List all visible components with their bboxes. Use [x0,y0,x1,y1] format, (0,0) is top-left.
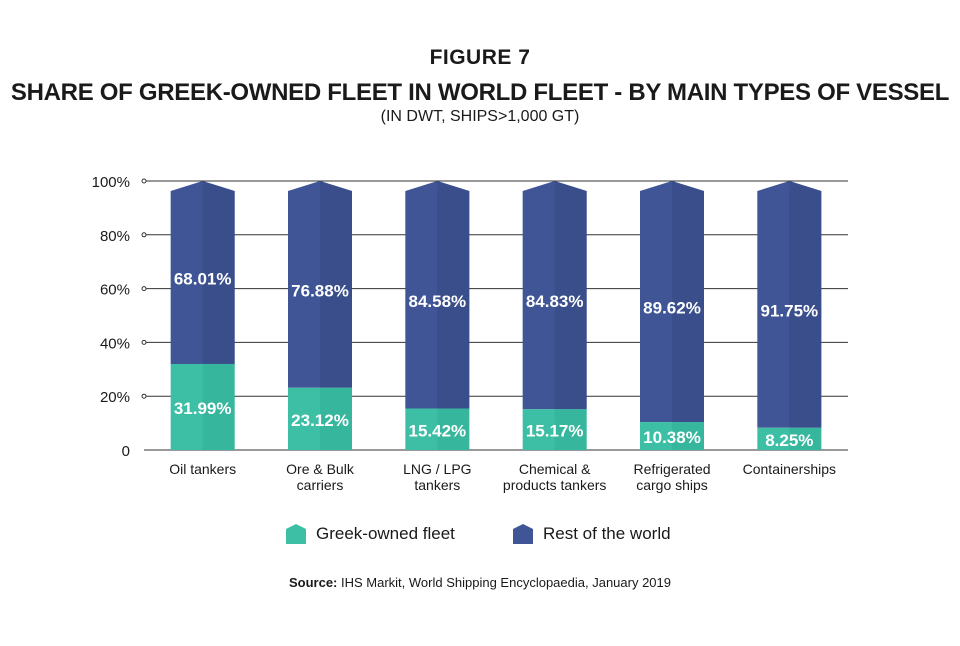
bar-greek-shade [554,409,587,450]
x-category-label: cargo ships [636,477,708,493]
legend-swatch-rest [513,524,533,544]
bar-greek [405,408,470,450]
source-note: Source: IHS Markit, World Shipping Encyc… [0,575,960,590]
x-category-label: products tankers [503,477,607,493]
legend: Greek-owned fleet Rest of the world [0,524,960,554]
bar-greek [288,387,352,450]
data-label-greek: 15.42% [408,421,466,440]
tick-marker [141,232,147,238]
legend-item-rest: Rest of the world [513,524,671,544]
x-category-label: Refrigerated [633,461,710,477]
figure-label: FIGURE 7 [429,46,531,69]
source-prefix: Source: [288,575,338,590]
tick-marker [141,339,147,345]
x-category-label: Containerships [743,461,836,477]
source-text: IHS Markit, World Shipping Encyclopaedia… [337,575,671,590]
y-tick-label: 60% [100,282,130,299]
bar-rest-shade [672,181,704,423]
y-tick-label: 80% [100,228,130,245]
bar-rest-shade [320,181,352,388]
bar-greek-shade [320,387,352,450]
y-tick-label: 0 [122,443,130,460]
x-category-label: tankers [414,477,460,493]
data-label-rest: 68.01% [174,269,232,288]
bar-rest-shade [554,181,587,410]
stacked-bar-chart: 0 20% 40% 60% 80% 100% 31.99% 68.01% Oil tankers… [92,174,848,493]
tick-marker [141,393,147,399]
x-category-label: LNG / LPG [403,461,471,477]
legend-label-rest: Rest of the world [543,524,671,543]
bar-greek-shade [672,422,704,450]
x-category-label: Oil tankers [169,461,236,477]
data-label-rest: 76.88% [291,281,349,300]
data-label-rest: 91.75% [760,301,818,320]
legend-label-greek: Greek-owned fleet [316,524,455,543]
tick-marker [141,286,147,292]
data-label-greek: 10.38% [643,428,701,447]
bar-greek-shade [202,363,235,450]
chart-subtitle: (IN DWT, SHIPS>1,000 GT) [380,108,580,125]
bar-greek-shade [437,408,470,450]
bar-greek-shade [789,427,822,450]
bar-greek [640,422,704,450]
legend-swatch-greek [286,524,306,544]
bar-greek [522,409,587,450]
data-label-rest: 84.83% [526,292,584,311]
legend-item-greek: Greek-owned fleet [286,524,455,544]
x-category-label: carriers [297,477,344,493]
bar-greek [757,427,822,450]
bar-rest-shade [789,181,822,428]
y-tick-label: 40% [100,335,130,352]
data-label-rest: 84.58% [408,292,466,311]
y-tick-label: 20% [100,389,130,406]
bar-rest-shade [202,181,235,364]
tick-marker [141,178,147,184]
data-label-greek: 15.17% [526,422,584,441]
bar-rest-shade [437,181,470,409]
data-label-greek: 8.25% [765,431,813,450]
data-label-rest: 89.62% [643,299,701,318]
bar-greek [170,363,235,450]
chart-title: SHARE OF GREEK-OWNED FLEET IN WORLD FLEE… [10,79,950,106]
x-category-label: Chemical & [519,461,591,477]
data-label-greek: 31.99% [174,399,232,418]
x-category-label: Ore & Bulk [286,461,355,477]
y-tick-label: 100% [92,174,130,191]
data-label-greek: 23.12% [291,411,349,430]
